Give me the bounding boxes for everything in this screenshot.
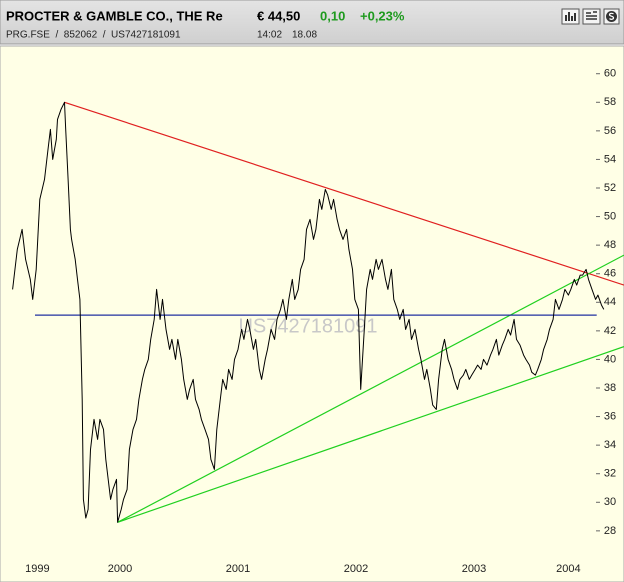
header-bar [0,0,624,45]
x-tick-label: 2002 [344,563,368,575]
y-tick-label: 54 [604,153,616,165]
y-tick-label: 36 [604,410,616,422]
trend-line [117,254,624,523]
y-tick-label: 30 [604,496,616,508]
y-tick-label: 38 [604,382,616,394]
news-icon[interactable] [582,8,601,25]
y-tick-label: 56 [604,125,616,137]
y-tick-label: 48 [604,239,616,251]
y-tick-label: 50 [604,210,616,222]
chart-icon[interactable] [561,8,580,25]
price: € 44,50 [257,8,300,23]
y-tick-label: 42 [604,325,616,337]
y-tick-label: 58 [604,96,616,108]
x-tick-label: 2003 [462,563,486,575]
x-tick-label: 1999 [25,563,49,575]
trend-line [64,101,624,286]
x-tick-label: 2004 [556,563,580,575]
y-tick-label: 60 [604,68,616,80]
x-tick-label: 2001 [226,563,250,575]
x-tick-label: 2000 [108,563,132,575]
change-pct: +0,23% [360,8,405,23]
change: 0,10 [320,8,345,23]
trend-line [117,346,624,523]
s-icon[interactable] [603,8,620,25]
y-tick-label: 34 [604,439,616,451]
time: 14:02 [257,30,282,41]
plot-area [12,101,624,523]
date: 18.08 [292,30,317,41]
y-tick-label: 40 [604,353,616,365]
watermark: US7427181091 [238,315,377,337]
ids: PRG.FSE / 852062 / US7427181091 [6,30,181,41]
y-tick-label: 28 [604,525,616,537]
y-tick-label: 52 [604,182,616,194]
stock-title: PROCTER & GAMBLE CO., THE Re [6,8,223,23]
plot-background [0,45,624,582]
y-tick-label: 44 [604,296,616,308]
price-line [12,101,605,523]
y-tick-label: 32 [604,468,616,480]
y-tick-label: 46 [604,268,616,280]
